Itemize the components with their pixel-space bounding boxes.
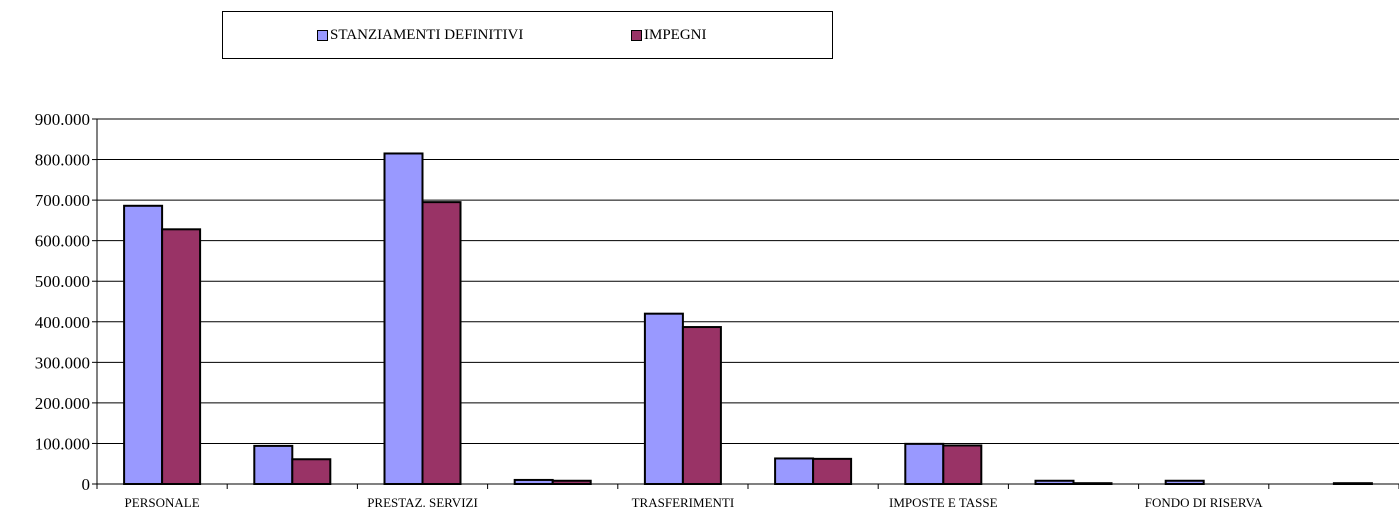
x-category-label: FONDO DI RISERVA [1145, 495, 1264, 510]
y-axis-tick-labels: 0 100.000 200.000 300.000 400.000 500.000 600.… [35, 110, 90, 494]
bar-stanziamenti [643, 312, 684, 485]
bar-impegni [681, 326, 722, 485]
y-tick-label: 600.000 [35, 232, 90, 251]
bar-stanziamenti [774, 457, 815, 486]
y-tick-label: 100.000 [35, 434, 90, 453]
bar-stanziamenti [253, 444, 294, 485]
y-tick-label: 900.000 [35, 110, 90, 129]
y-tick-label: 800.000 [35, 151, 90, 170]
gridlines [97, 118, 1399, 444]
x-category-label: PERSONALE [125, 495, 200, 510]
bar-impegni [812, 457, 853, 486]
bar-impegni [291, 458, 332, 485]
bar-impegni [161, 228, 202, 485]
bar-impegni [942, 444, 983, 486]
legend-label-impegni: IMPEGNI [644, 26, 707, 43]
legend-item-stanziamenti: STANZIAMENTI DEFINITIVI [317, 26, 523, 44]
x-category-label: PRESTAZ. SERVIZI [367, 495, 478, 510]
y-tick-label: 200.000 [35, 394, 90, 413]
bar-stanziamenti [904, 442, 945, 486]
x-category-label: IMPOSTE E TASSE [889, 495, 998, 510]
bar-stanziamenti [383, 152, 424, 485]
axes [92, 118, 1399, 489]
y-tick-label: 700.000 [35, 191, 90, 210]
bars [123, 152, 1373, 486]
bar-stanziamenti [513, 478, 554, 486]
legend: STANZIAMENTI DEFINITIVI IMPEGNI [222, 11, 833, 59]
y-tick-label: 300.000 [35, 353, 90, 372]
bar-stanziamenti [123, 204, 164, 486]
bar-impegni [421, 201, 462, 485]
y-tick-label: 400.000 [35, 313, 90, 332]
y-tick-label: 0 [82, 475, 91, 494]
legend-swatch-stanziamenti [317, 29, 328, 41]
x-axis-category-labels: PERSONALE PRESTAZ. SERVIZI TRASFERIMENTI IM… [125, 495, 1264, 510]
x-category-label: TRASFERIMENTI [632, 495, 735, 510]
legend-swatch-impegni [631, 29, 642, 41]
legend-label-stanziamenti: STANZIAMENTI DEFINITIVI [330, 26, 524, 43]
legend-item-impegni: IMPEGNI [631, 26, 707, 44]
y-tick-label: 500.000 [35, 272, 90, 291]
